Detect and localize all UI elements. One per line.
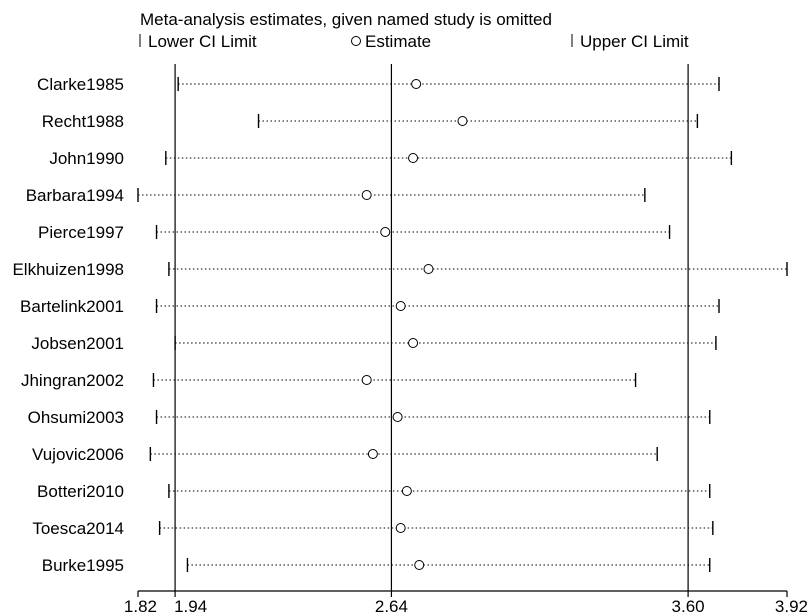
legend-label: Upper CI Limit — [580, 32, 689, 51]
estimate-point — [361, 375, 372, 385]
estimate-point — [380, 227, 391, 237]
estimate-point — [361, 190, 372, 200]
x-tick-label: 3.60 — [672, 597, 705, 615]
estimate-point — [401, 486, 412, 496]
estimate-point — [367, 449, 378, 459]
estimate-point — [395, 523, 406, 533]
estimate-point — [408, 153, 419, 163]
chart-title: Meta-analysis estimates, given named stu… — [140, 10, 552, 29]
study-label: Pierce1997 — [38, 223, 124, 242]
study-label: Toesca2014 — [32, 519, 124, 538]
estimate-point — [423, 264, 434, 274]
x-tick-label: 3.92 — [775, 597, 808, 615]
legend: Lower CI Limit Estimate Upper CI Limit — [139, 32, 689, 51]
x-tick-label: 1.82 — [124, 597, 157, 615]
x-tick-label: 2.64 — [375, 597, 408, 615]
estimate-point — [414, 560, 425, 570]
estimate-point — [395, 301, 406, 311]
study-label: Ohsumi2003 — [28, 408, 124, 427]
legend-circle-icon — [351, 36, 361, 46]
study-label: Jhingran2002 — [21, 371, 124, 390]
study-label: John1990 — [49, 149, 124, 168]
study-label: Clarke1985 — [37, 75, 124, 94]
estimate-point — [392, 412, 403, 422]
plot-area: 1.82 1.94 2.64 3.60 3.92 Clarke1985 Recht1988 J… — [12, 64, 808, 615]
estimate-point — [457, 116, 468, 126]
study-label: Burke1995 — [42, 556, 124, 575]
estimate-point — [408, 338, 419, 348]
estimate-point — [411, 79, 422, 89]
study-label: Barbara1994 — [26, 186, 124, 205]
study-label: Recht1988 — [42, 112, 124, 131]
study-label: Bartelink2001 — [20, 297, 124, 316]
x-tick-label: 1.94 — [174, 597, 207, 615]
legend-label: Lower CI Limit — [148, 32, 257, 51]
study-label: Vujovic2006 — [32, 445, 124, 464]
study-label: Jobsen2001 — [31, 334, 124, 353]
legend-label: Estimate — [365, 32, 431, 51]
study-label: Elkhuizen1998 — [12, 260, 124, 279]
study-label: Botteri2010 — [37, 482, 124, 501]
